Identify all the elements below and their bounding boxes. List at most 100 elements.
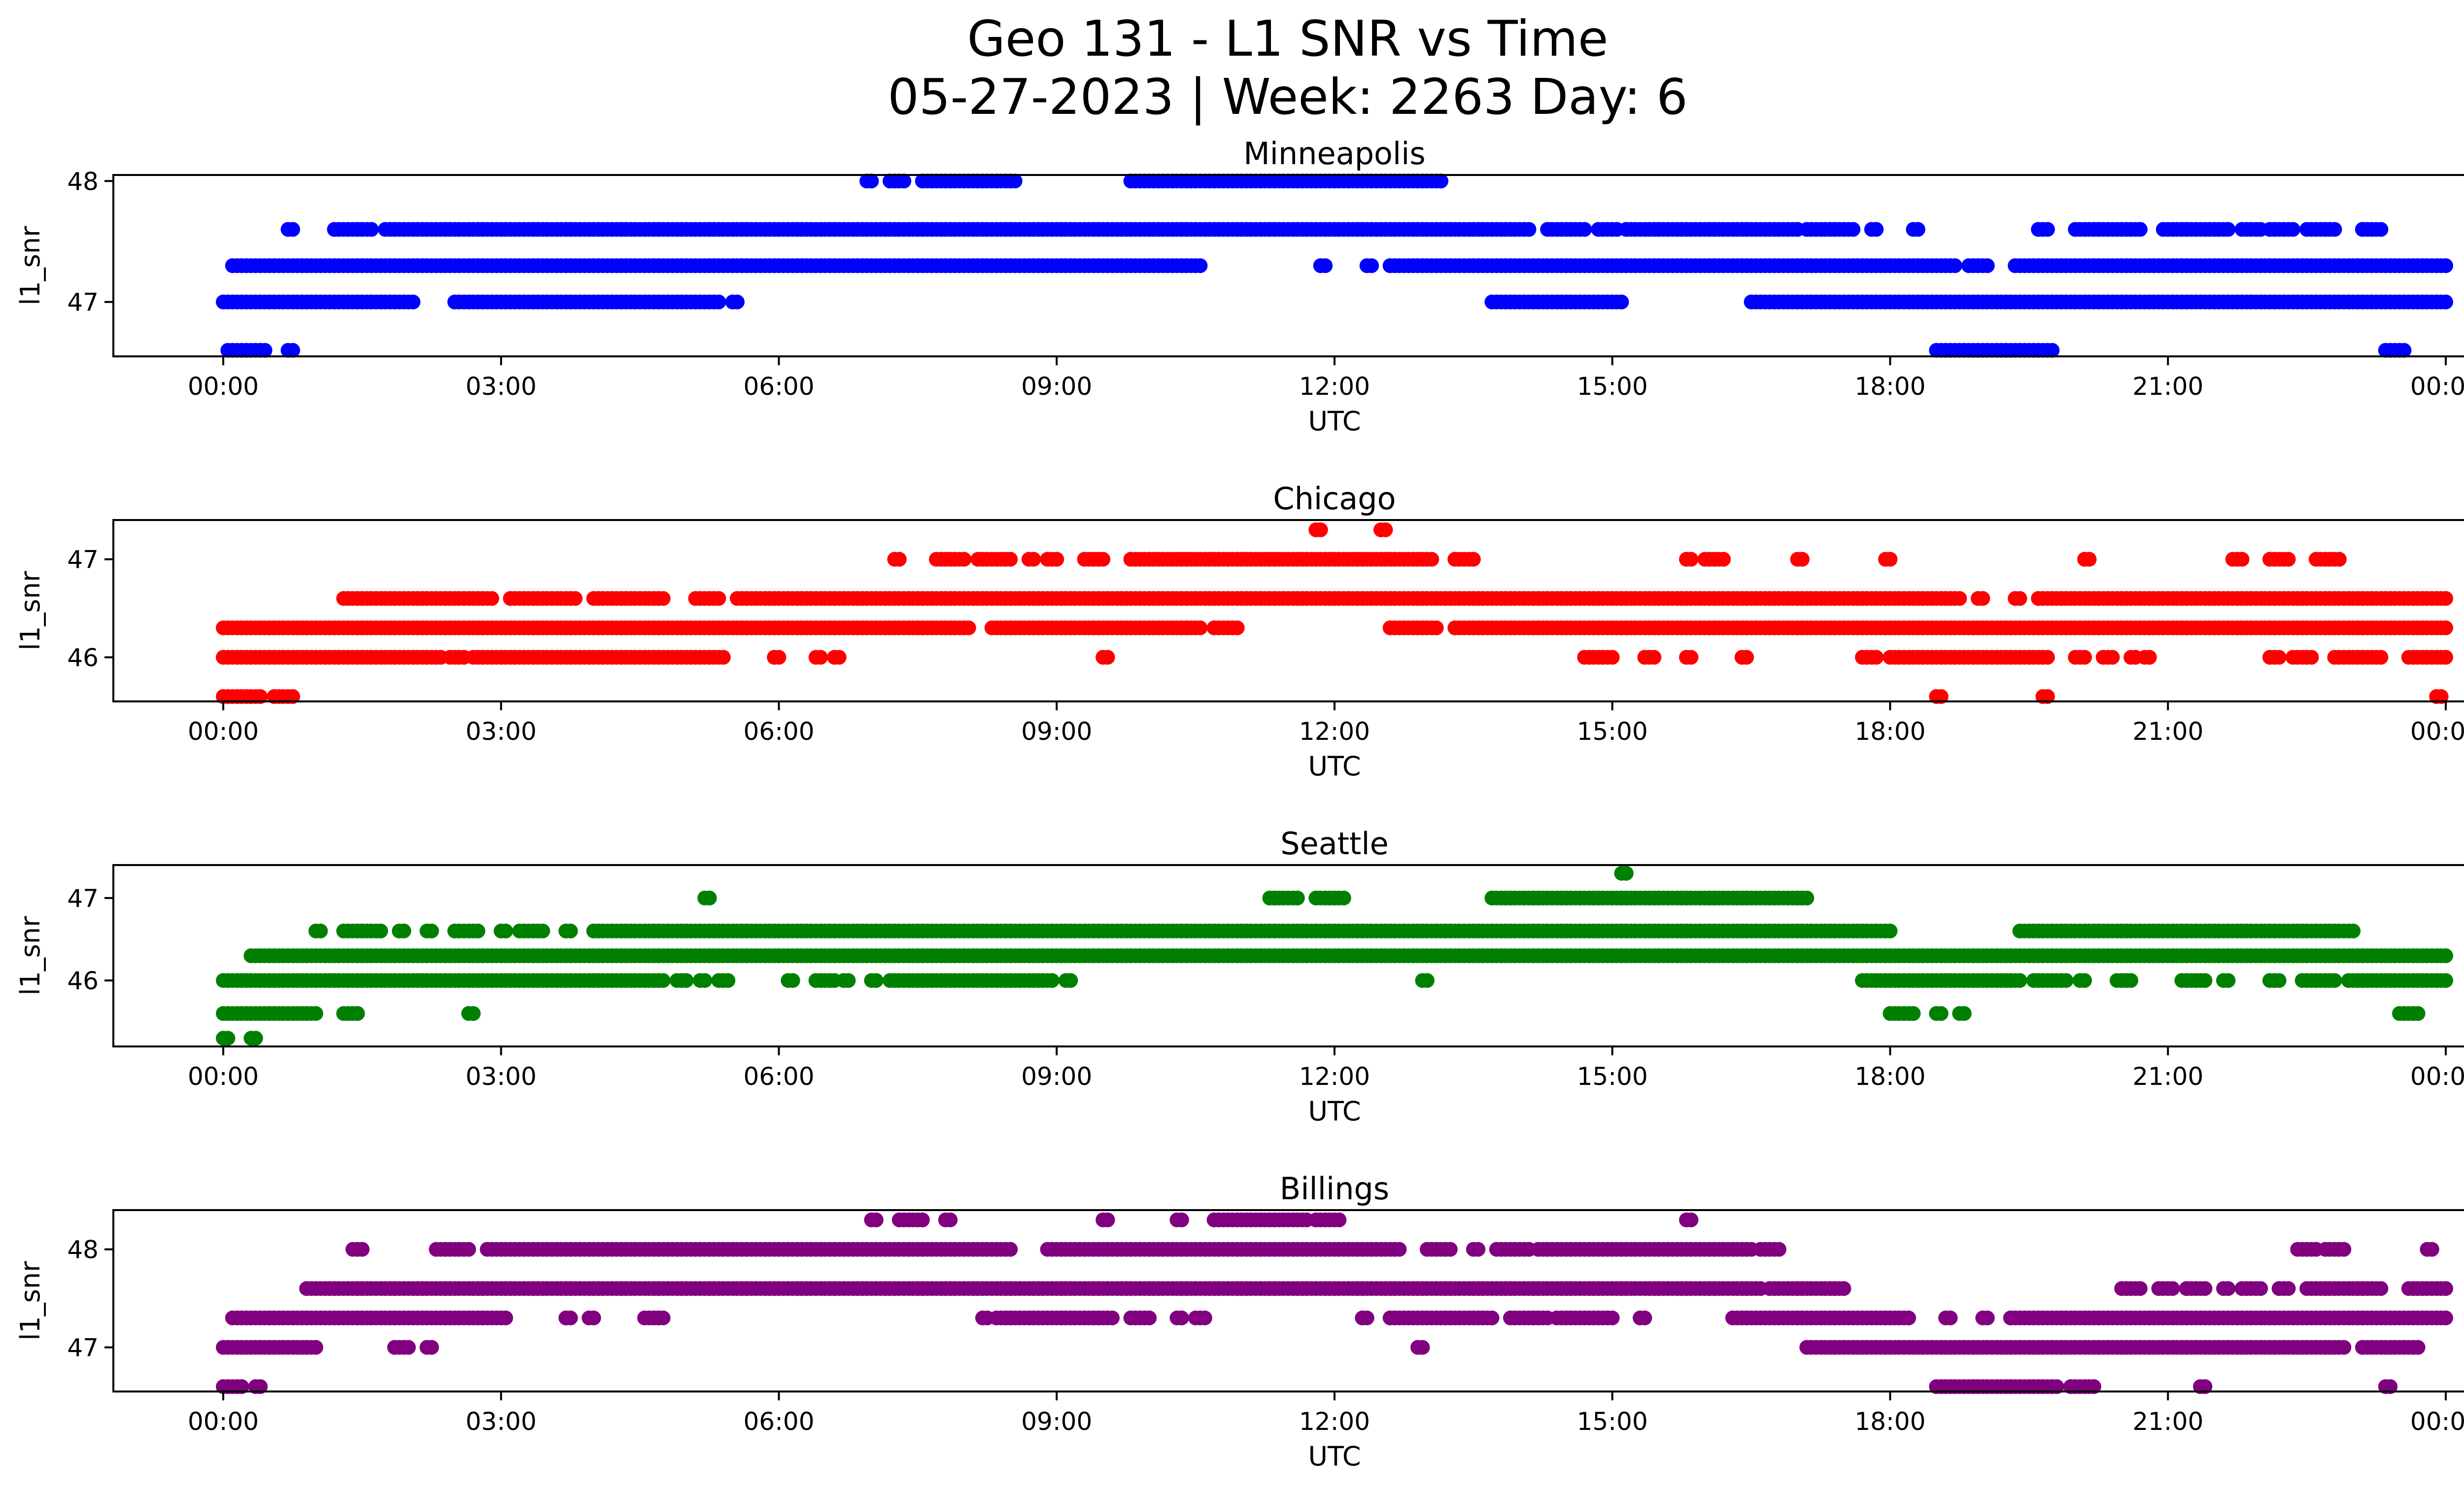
x-tick-label: 18:00 — [1854, 372, 1925, 401]
data-point — [2123, 973, 2139, 988]
data-point — [1646, 650, 1662, 665]
data-point — [424, 923, 439, 939]
data-point — [568, 591, 583, 606]
data-point — [2221, 1281, 2236, 1296]
data-point — [2045, 343, 2060, 358]
data-point — [2142, 650, 2157, 665]
data-point — [1882, 552, 1898, 567]
data-point — [2327, 973, 2342, 988]
data-point — [2165, 1281, 2180, 1296]
data-point — [1869, 650, 1884, 665]
data-point — [1424, 552, 1439, 567]
data-point — [2327, 222, 2342, 237]
data-point — [2336, 1242, 2352, 1257]
data-point — [2271, 973, 2287, 988]
data-point — [1618, 866, 1634, 881]
data-point — [1290, 890, 1305, 905]
data-point — [868, 973, 884, 988]
x-tick-label: 09:00 — [1021, 372, 1092, 401]
x-tick-label: 00:00 — [188, 717, 259, 746]
series-points — [216, 866, 2453, 1046]
data-point — [915, 1212, 930, 1227]
data-point — [2234, 552, 2250, 567]
data-point — [535, 923, 550, 939]
data-point — [1716, 552, 1731, 567]
data-point — [864, 174, 879, 189]
x-tick-label: 18:00 — [1854, 1062, 1925, 1091]
data-point — [1975, 591, 1990, 606]
data-point — [2438, 294, 2453, 310]
x-tick-label: 21:00 — [2132, 1062, 2203, 1091]
data-point — [1906, 1006, 1921, 1021]
data-point — [2281, 1281, 2296, 1296]
data-point — [2410, 1006, 2426, 1021]
figure-title: Geo 131 - L1 SNR vs Time 05-27-2023 | We… — [0, 10, 2464, 126]
data-point — [257, 343, 273, 358]
x-tick-label: 00:00 — [2410, 372, 2464, 401]
data-point — [1044, 973, 1060, 988]
data-point — [697, 973, 713, 988]
y-tick-label: 47 — [67, 546, 99, 574]
x-tick-label: 06:00 — [743, 372, 814, 401]
data-point — [1869, 222, 1884, 237]
data-point — [484, 591, 499, 606]
data-point — [2410, 1340, 2426, 1355]
data-point — [1095, 552, 1111, 567]
data-point — [785, 973, 800, 988]
data-point — [1359, 1310, 1374, 1325]
data-point — [2132, 1281, 2148, 1296]
x-tick-label: 06:00 — [743, 717, 814, 746]
data-point — [2373, 222, 2389, 237]
data-point — [373, 923, 388, 939]
data-point — [841, 973, 856, 988]
data-point — [498, 1310, 513, 1325]
data-point — [563, 923, 578, 939]
data-point — [1100, 650, 1115, 665]
data-point — [308, 1340, 323, 1355]
data-point — [1614, 294, 1629, 310]
data-point — [2040, 650, 2055, 665]
x-tick-label: 21:00 — [2132, 372, 2203, 401]
data-point — [2373, 650, 2389, 665]
data-point — [2105, 650, 2120, 665]
data-point — [1605, 1310, 1620, 1325]
data-point — [1799, 890, 1814, 905]
x-tick-label: 00:00 — [2410, 717, 2464, 746]
data-point — [1434, 174, 1449, 189]
data-point — [702, 890, 717, 905]
data-point — [563, 1310, 578, 1325]
data-point — [2438, 1310, 2453, 1325]
data-point — [720, 973, 736, 988]
data-point — [957, 552, 972, 567]
data-point — [2433, 689, 2449, 704]
data-point — [1415, 1340, 1430, 1355]
data-point — [1378, 522, 1393, 537]
x-tick-label: 06:00 — [743, 1062, 814, 1091]
data-point — [655, 973, 671, 988]
data-point — [943, 1212, 958, 1227]
y-tick-label: 47 — [67, 884, 99, 913]
data-point — [831, 650, 847, 665]
data-point — [1003, 1242, 1018, 1257]
data-point — [586, 1310, 601, 1325]
data-point — [1772, 1242, 1786, 1257]
data-point — [461, 1242, 476, 1257]
data-point — [2012, 591, 2027, 606]
data-point — [470, 923, 485, 939]
data-point — [308, 1006, 323, 1021]
data-point — [1007, 174, 1023, 189]
data-point — [253, 689, 268, 704]
x-tick-label: 15:00 — [1577, 717, 1648, 746]
data-point — [961, 620, 976, 635]
data-point — [406, 294, 421, 310]
x-tick-label: 00:00 — [188, 1407, 259, 1436]
data-point — [1739, 650, 1754, 665]
data-point — [1197, 1310, 1212, 1325]
data-point — [1933, 689, 1949, 704]
data-point — [2040, 689, 2055, 704]
data-point — [1577, 222, 1592, 237]
data-point — [1364, 258, 1379, 273]
